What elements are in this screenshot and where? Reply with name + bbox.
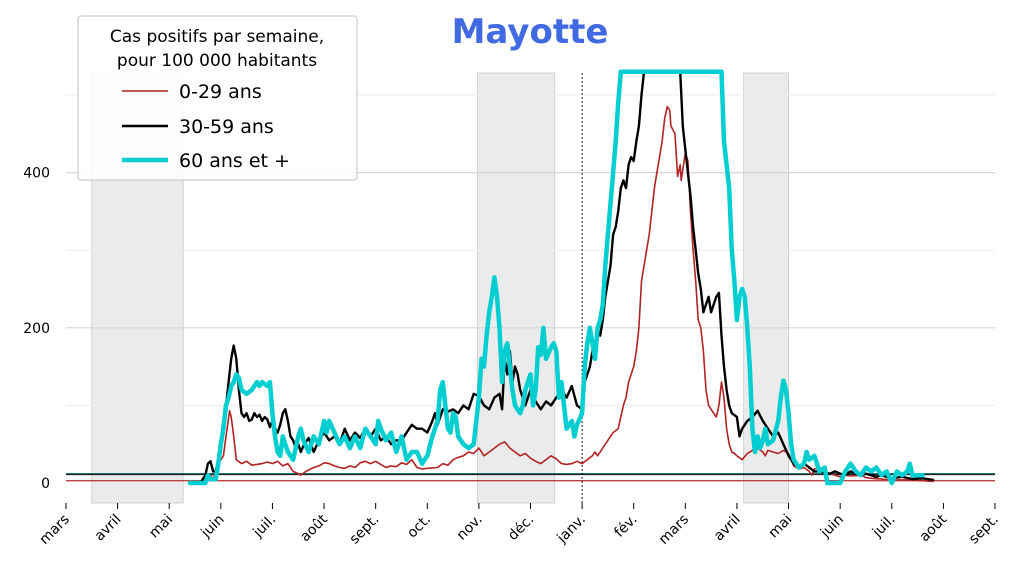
legend-label-0-29: 0-29 ans (179, 81, 262, 103)
vacation-period-1 (476, 72, 556, 504)
legend-label-60-plus: 60 ans et + (179, 150, 290, 172)
legend-title-line-1: Cas positifs par semaine, (110, 27, 324, 47)
series-line-0 (189, 105, 934, 484)
chart-title: Mayotte (452, 12, 609, 52)
x-tick-label-0: mars (37, 512, 73, 548)
x-tick-label-15: juin (817, 512, 847, 542)
x-tick-label-16: juil. (869, 512, 899, 542)
legend: Cas positifs par semaine, pour 100 000 h… (77, 15, 358, 181)
x-tick-label-6: sept. (347, 512, 383, 548)
x-tick-label-13: avril (711, 512, 744, 545)
y-axis: 0 200 400 (23, 166, 50, 492)
x-axis: mars avril mai juin juil. août sept. oct. nov. dé… (37, 503, 1002, 548)
series-line-2 (187, 69, 925, 486)
legend-box (77, 15, 358, 181)
legend-title-line-2: pour 100 000 habitants (117, 51, 317, 71)
x-tick-label-3: juin (198, 512, 228, 542)
series-layer (187, 69, 935, 486)
x-tick-label-11: fév. (611, 512, 640, 541)
x-tick-label-12: mars (656, 512, 692, 548)
x-tick-label-18: sept. (966, 512, 1002, 548)
x-tick-label-17: août (917, 511, 951, 545)
x-tick-label-9: déc. (505, 512, 537, 544)
x-tick-label-5: août (297, 511, 331, 545)
x-tick-label-4: juil. (250, 512, 280, 542)
x-tick-label-14: mai (766, 512, 796, 542)
x-tick-label-2: mai (146, 512, 176, 542)
x-tick-label-7: oct. (404, 512, 434, 542)
x-tick-label-8: nov. (454, 512, 486, 544)
x-tick-label-10: janv. (554, 512, 589, 547)
legend-label-30-59: 30-59 ans (179, 116, 274, 138)
y-tick-label-400: 400 (23, 166, 50, 182)
y-tick-label-200: 200 (23, 321, 50, 337)
x-tick-label-1: avril (92, 512, 125, 545)
y-tick-label-0: 0 (41, 476, 50, 492)
